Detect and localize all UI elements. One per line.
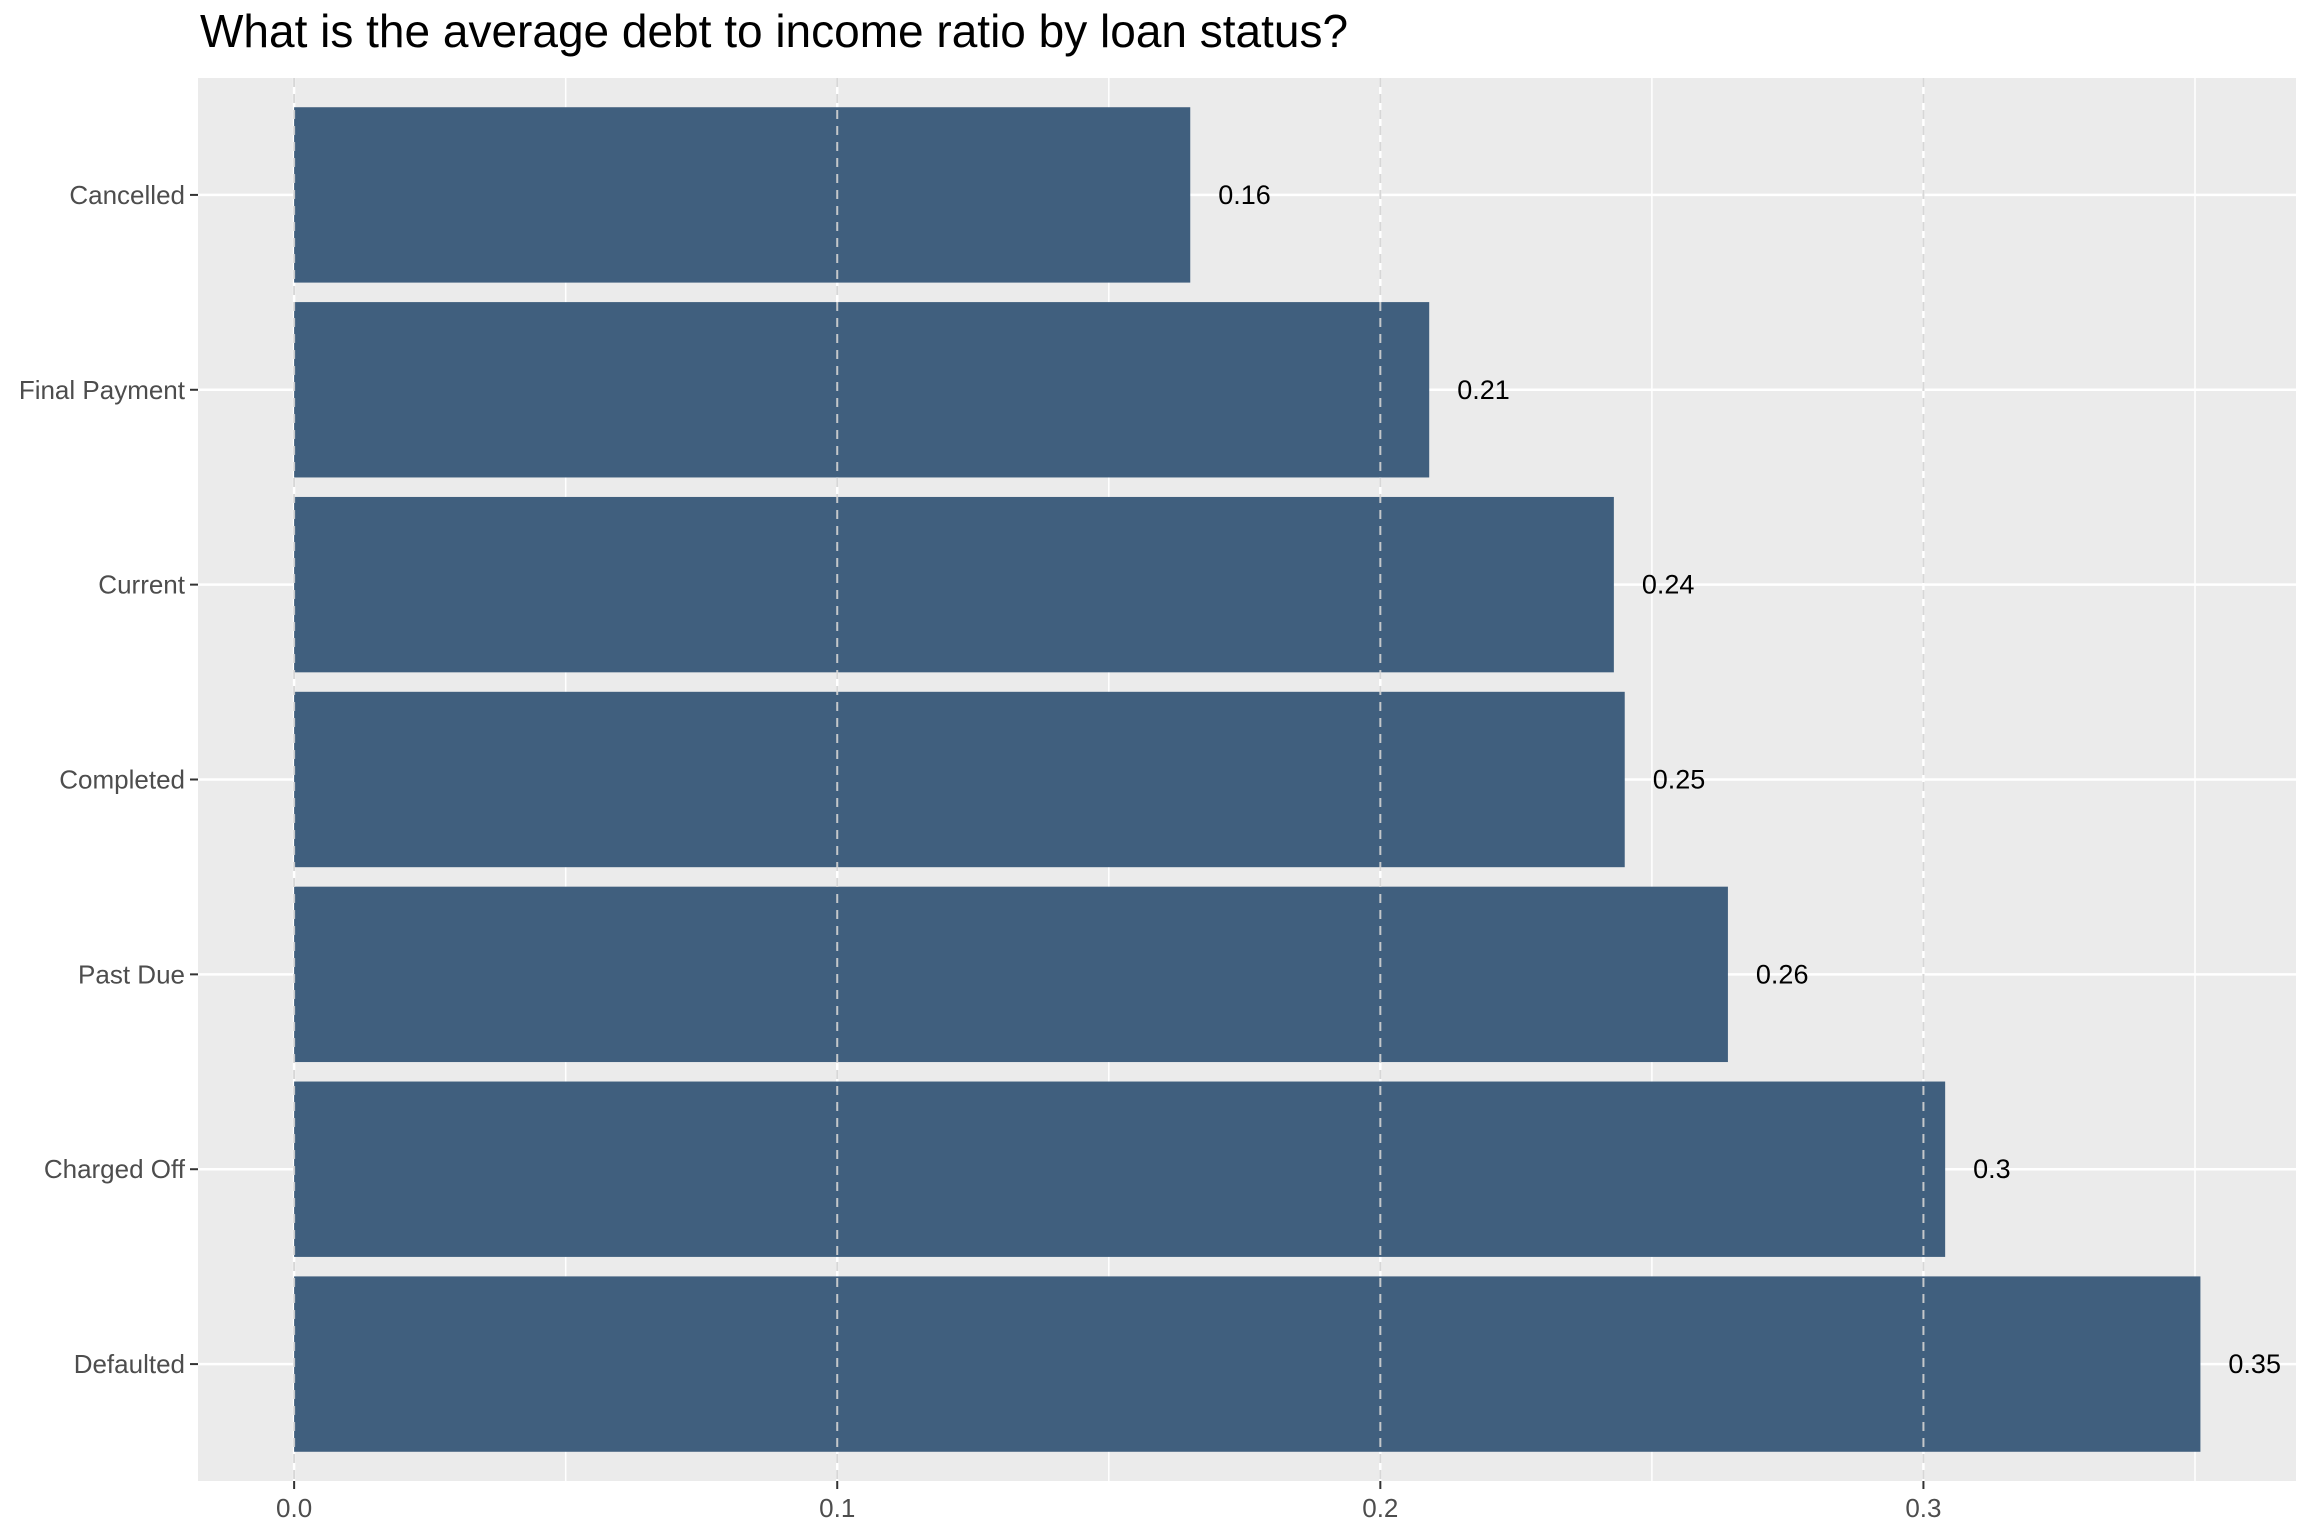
data-label: 0.35 (2228, 1349, 2281, 1379)
y-tick-label: Completed (59, 765, 185, 795)
x-tick-label: 0.3 (1905, 1493, 1941, 1523)
y-tick-label: Defaulted (74, 1349, 185, 1379)
data-label: 0.24 (1642, 570, 1695, 600)
bar-final-payment (294, 302, 1430, 478)
data-label: 0.3 (1973, 1154, 2011, 1184)
data-label: 0.21 (1457, 375, 1510, 405)
bar-defaulted (294, 1276, 2201, 1452)
y-tick-label: Current (98, 570, 185, 600)
bar-past-due (294, 886, 1728, 1063)
bar-completed (294, 691, 1625, 868)
x-tick-label: 0.1 (819, 1493, 855, 1523)
y-tick-label: Charged Off (44, 1154, 186, 1184)
data-label: 0.25 (1653, 765, 1706, 795)
data-label: 0.16 (1218, 180, 1271, 210)
y-tick-label: Cancelled (69, 180, 185, 210)
bar-cancelled (294, 107, 1191, 283)
bar-current (294, 496, 1614, 673)
y-tick-label: Past Due (78, 959, 185, 989)
chart-title: What is the average debt to income ratio… (200, 5, 1349, 57)
x-tick-label: 0.0 (276, 1493, 312, 1523)
y-tick-label: Final Payment (19, 375, 186, 405)
bar-charged-off (294, 1081, 1946, 1257)
data-label: 0.26 (1756, 959, 1809, 989)
x-tick-label: 0.2 (1362, 1493, 1398, 1523)
